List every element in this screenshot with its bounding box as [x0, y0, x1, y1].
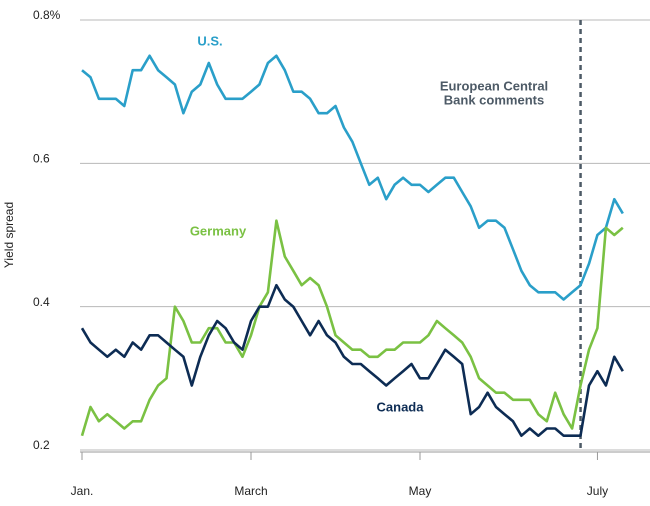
series-label: Germany — [190, 223, 247, 238]
x-tick-label: March — [234, 484, 267, 498]
y-tick-label: 0.8% — [33, 8, 61, 22]
x-tick-label: July — [587, 484, 608, 498]
series-line — [80, 219, 624, 437]
series-line — [80, 283, 624, 437]
x-tick-label: May — [409, 484, 432, 498]
series-label: U.S. — [197, 33, 222, 48]
y-tick-label: 0.6 — [33, 152, 50, 166]
annotation: Bank comments — [444, 92, 544, 107]
y-axis-label: Yield spread — [2, 202, 16, 268]
x-tick-label: Jan. — [71, 484, 94, 498]
series-label: Canada — [377, 399, 425, 414]
y-tick-label: 0.2 — [33, 438, 50, 452]
annotation: European Central — [440, 78, 548, 93]
y-tick-label: 0.4 — [33, 295, 50, 309]
series-line — [81, 54, 624, 301]
